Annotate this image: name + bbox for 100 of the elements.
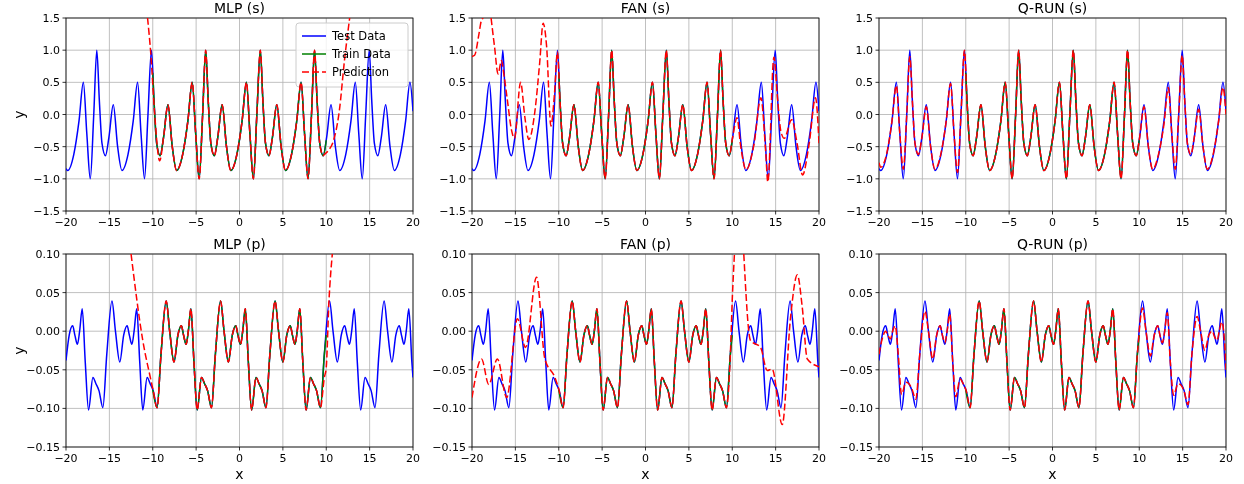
x-tick-label: 20	[1219, 452, 1233, 465]
y-tick-label: 0.0	[448, 108, 466, 122]
x-tick-label: −15	[503, 216, 527, 229]
y-tick-label: −1.0	[33, 172, 60, 186]
y-tick-label: 1.0	[855, 44, 873, 58]
y-tick-label: −0.10	[432, 402, 466, 416]
x-tick-label: −5	[188, 452, 205, 465]
y-axis-title: y	[11, 346, 27, 355]
x-tick-label: −20	[54, 216, 78, 229]
x-tick-label: 5	[685, 216, 693, 229]
x-tick-label: 15	[768, 216, 783, 229]
y-tick-label: −0.5	[439, 140, 466, 154]
y-tick-label: 0.00	[848, 325, 873, 339]
y-tick-label: 0.05	[441, 286, 466, 300]
x-tick-label: −20	[867, 452, 891, 465]
y-axis-title: y	[11, 110, 27, 119]
chart-title: Q-RUN (p)	[1016, 236, 1089, 252]
x-tick-label: −15	[910, 452, 934, 465]
x-tick-label: 0	[642, 216, 649, 229]
x-tick-label: 10	[319, 452, 334, 465]
y-tick-label: −0.05	[432, 363, 466, 377]
x-tick-label: 15	[768, 452, 783, 465]
y-tick-label: −0.15	[26, 441, 60, 454]
x-tick-label: −20	[867, 216, 891, 229]
x-tick-label: 5	[1092, 452, 1100, 465]
x-tick-label: −5	[594, 216, 611, 229]
x-tick-label: −15	[910, 216, 934, 229]
x-tick-label: 0	[1049, 216, 1056, 229]
x-tick-label: 5	[279, 452, 287, 465]
legend-label: Test Data	[331, 29, 386, 43]
y-tick-label: 1.5	[42, 12, 60, 25]
y-tick-label: 0.00	[441, 325, 466, 339]
x-tick-label: −10	[954, 452, 978, 465]
x-tick-label: 15	[362, 452, 377, 465]
x-tick-label: 0	[236, 216, 243, 229]
chart-title: FAN (s)	[620, 0, 671, 16]
y-tick-label: 0.5	[855, 76, 873, 90]
x-tick-label: −20	[460, 216, 484, 229]
y-tick-label: 0.10	[441, 248, 466, 261]
x-tick-label: −5	[1001, 216, 1018, 229]
x-tick-label: −5	[594, 452, 611, 465]
x-tick-label: −10	[141, 216, 165, 229]
y-tick-label: 0.0	[42, 108, 60, 122]
x-tick-label: 10	[725, 452, 740, 465]
x-tick-label: 0	[236, 452, 243, 465]
y-tick-label: 0.10	[35, 248, 60, 261]
y-tick-label: −0.05	[839, 363, 873, 377]
y-tick-label: −1.5	[33, 205, 60, 218]
x-tick-label: 5	[1092, 216, 1100, 229]
x-tick-label: −20	[460, 452, 484, 465]
y-tick-label: 1.5	[448, 12, 466, 25]
y-tick-label: −0.5	[846, 140, 873, 154]
x-tick-label: 5	[279, 216, 287, 229]
x-tick-label: −10	[547, 216, 571, 229]
y-tick-label: 0.10	[848, 248, 873, 261]
x-tick-label: 10	[319, 216, 334, 229]
x-tick-label: −10	[954, 216, 978, 229]
y-tick-label: −1.0	[846, 172, 873, 186]
x-tick-label: −15	[97, 216, 121, 229]
y-tick-label: −0.10	[26, 402, 60, 416]
x-tick-label: 20	[1219, 216, 1233, 229]
y-tick-label: 0.5	[42, 76, 60, 90]
x-tick-label: −15	[503, 452, 527, 465]
chart-title: FAN (p)	[619, 236, 672, 252]
y-tick-label: −0.15	[432, 441, 466, 454]
x-tick-label: 10	[725, 216, 740, 229]
x-tick-label: 15	[362, 216, 377, 229]
y-tick-label: −1.0	[439, 172, 466, 186]
x-tick-label: −5	[1001, 452, 1018, 465]
x-tick-label: 15	[1175, 452, 1190, 465]
x-tick-label: −20	[54, 452, 78, 465]
y-tick-label: −0.15	[839, 441, 873, 454]
y-tick-label: 1.5	[855, 12, 873, 25]
y-tick-label: −0.10	[839, 402, 873, 416]
y-tick-label: 0.0	[855, 108, 873, 122]
x-tick-label: 5	[685, 452, 693, 465]
x-tick-label: 20	[812, 452, 826, 465]
x-tick-label: 20	[406, 452, 420, 465]
x-tick-label: −10	[141, 452, 165, 465]
x-tick-label: 15	[1175, 216, 1190, 229]
y-tick-label: 0.5	[448, 76, 466, 90]
y-tick-label: −1.5	[846, 205, 873, 218]
y-tick-label: 0.00	[35, 325, 60, 339]
x-tick-label: 10	[1132, 452, 1147, 465]
x-tick-label: 0	[642, 452, 649, 465]
x-tick-label: −15	[97, 452, 121, 465]
x-tick-label: 20	[406, 216, 420, 229]
x-axis-title: x	[1048, 466, 1057, 482]
x-tick-label: 10	[1132, 216, 1147, 229]
y-tick-label: 0.05	[35, 286, 60, 300]
x-tick-label: 20	[812, 216, 826, 229]
chart-title: Q-RUN (s)	[1017, 0, 1088, 16]
x-tick-label: 0	[1049, 452, 1056, 465]
y-tick-label: 1.0	[42, 44, 60, 58]
y-tick-label: 0.05	[848, 286, 873, 300]
x-axis-title: x	[235, 466, 244, 482]
y-tick-label: 1.0	[448, 44, 466, 58]
y-tick-label: −0.5	[33, 140, 60, 154]
y-tick-label: −0.05	[26, 363, 60, 377]
x-axis-title: x	[641, 466, 650, 482]
